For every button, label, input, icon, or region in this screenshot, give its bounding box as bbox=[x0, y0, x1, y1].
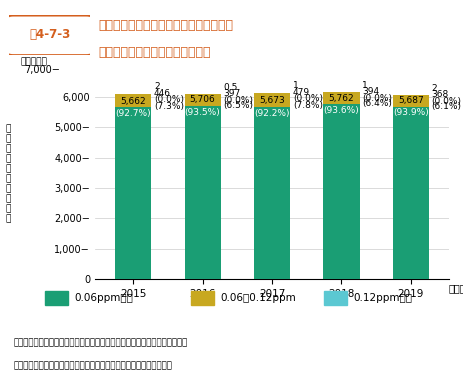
Text: 397: 397 bbox=[224, 89, 241, 98]
Text: (6.1%): (6.1%) bbox=[432, 102, 462, 111]
Text: 0.12ppm以上: 0.12ppm以上 bbox=[353, 293, 412, 303]
Text: 昼間の測定時間の光化学オキシダント濃: 昼間の測定時間の光化学オキシダント濃 bbox=[99, 19, 233, 32]
Text: 394: 394 bbox=[363, 87, 379, 96]
Text: 度レベル別割合の推移（一般局）: 度レベル別割合の推移（一般局） bbox=[99, 45, 211, 58]
Text: 0.06ppm以下: 0.06ppm以下 bbox=[74, 293, 133, 303]
Text: 資料：環境省「令和元年度大気汚染状況について（報道発表資料）」: 資料：環境省「令和元年度大気汚染状況について（報道発表資料）」 bbox=[14, 361, 173, 370]
Text: 5,662: 5,662 bbox=[120, 97, 146, 105]
Text: 446: 446 bbox=[154, 89, 171, 98]
Text: 注：カッコ内は、昼間の全測定時間に対する濃度別測定時間の割合である。: 注：カッコ内は、昼間の全測定時間に対する濃度別測定時間の割合である。 bbox=[14, 338, 188, 347]
Bar bbox=[115, 107, 151, 279]
Bar bbox=[185, 94, 221, 106]
Text: (6.5%): (6.5%) bbox=[224, 101, 253, 110]
Text: (93.5%): (93.5%) bbox=[185, 108, 220, 117]
Bar bbox=[45, 291, 68, 305]
Text: 2: 2 bbox=[154, 83, 160, 91]
Text: (0.0%): (0.0%) bbox=[224, 96, 253, 105]
Bar bbox=[254, 92, 290, 107]
Text: （千時間）: （千時間） bbox=[21, 57, 48, 66]
Text: 7,000−: 7,000− bbox=[25, 65, 60, 75]
Bar bbox=[324, 92, 360, 104]
Bar bbox=[185, 106, 221, 279]
Text: 5,687: 5,687 bbox=[398, 96, 424, 105]
Text: 479: 479 bbox=[293, 88, 310, 97]
Text: (92.7%): (92.7%) bbox=[115, 109, 151, 118]
Text: 5,762: 5,762 bbox=[329, 94, 354, 102]
Text: 5,673: 5,673 bbox=[259, 96, 285, 105]
Text: 5,706: 5,706 bbox=[190, 95, 215, 104]
Bar bbox=[393, 107, 429, 279]
Text: 368: 368 bbox=[432, 90, 449, 99]
Text: （年度）: （年度） bbox=[448, 283, 463, 293]
Text: (7.3%): (7.3%) bbox=[154, 102, 184, 110]
Bar bbox=[115, 94, 151, 107]
Text: (92.2%): (92.2%) bbox=[254, 108, 290, 118]
Text: 1: 1 bbox=[363, 81, 368, 90]
Bar bbox=[324, 104, 360, 279]
Bar bbox=[393, 96, 429, 107]
Text: (0.0%): (0.0%) bbox=[154, 96, 184, 104]
Text: 濃
度
別
測
定
時
間
の
割
合: 濃 度 別 測 定 時 間 の 割 合 bbox=[6, 124, 11, 223]
Text: (6.4%): (6.4%) bbox=[363, 99, 392, 108]
Text: (93.6%): (93.6%) bbox=[324, 106, 359, 115]
Text: 0.5: 0.5 bbox=[224, 83, 238, 92]
Text: (0.0%): (0.0%) bbox=[432, 97, 462, 106]
Text: (0.0%): (0.0%) bbox=[363, 94, 392, 103]
Text: 围4-7-3: 围4-7-3 bbox=[29, 28, 70, 41]
Bar bbox=[324, 291, 347, 305]
Bar bbox=[191, 291, 214, 305]
Text: 2: 2 bbox=[432, 84, 438, 93]
Bar bbox=[254, 107, 290, 279]
Text: (0.0%): (0.0%) bbox=[293, 94, 323, 103]
Text: 0.06～0.12ppm: 0.06～0.12ppm bbox=[220, 293, 296, 303]
Text: (93.9%): (93.9%) bbox=[393, 108, 429, 117]
Text: (7.8%): (7.8%) bbox=[293, 101, 323, 110]
Text: 1: 1 bbox=[293, 81, 299, 90]
FancyBboxPatch shape bbox=[7, 15, 93, 55]
